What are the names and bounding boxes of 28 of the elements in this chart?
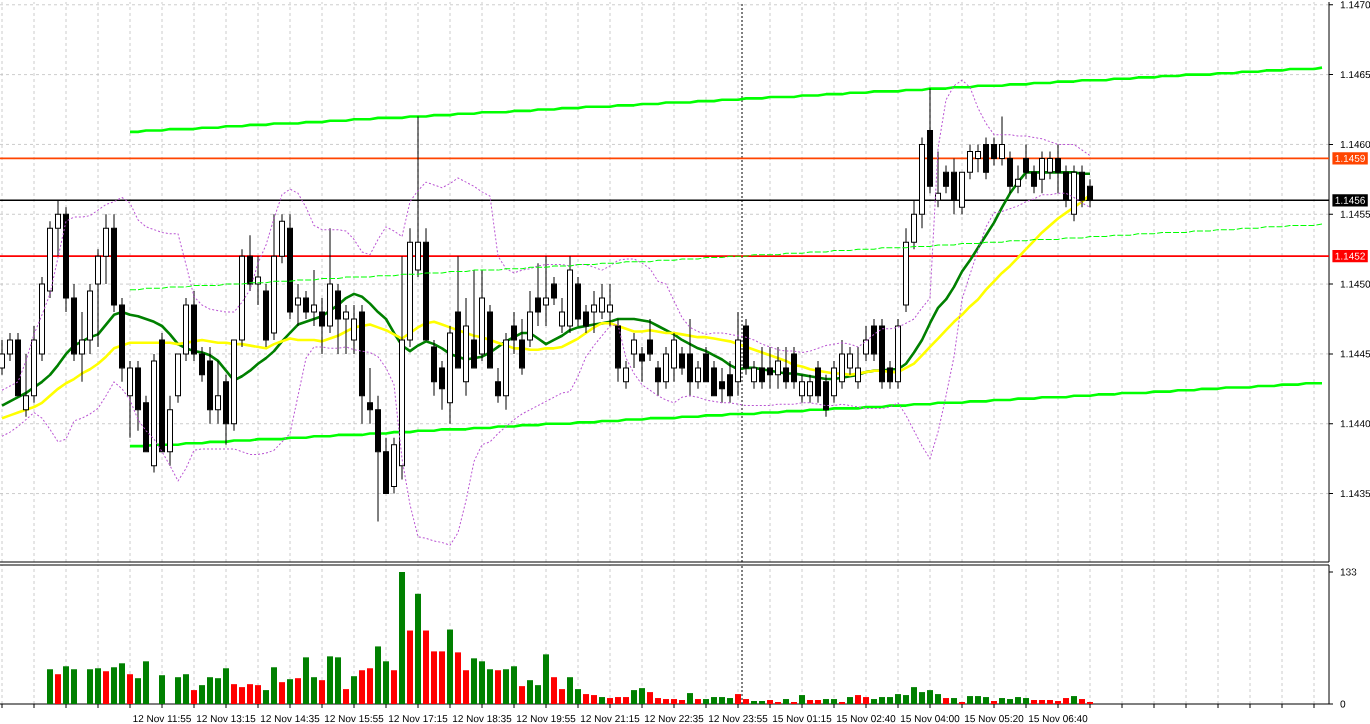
x-tick-label: 15 Nov 04:00: [901, 715, 960, 723]
x-tick-label: 15 Nov 02:40: [837, 715, 896, 723]
y-tick-label: 0: [1340, 700, 1346, 708]
y-tick-label: 1.1465: [1340, 71, 1370, 79]
x-tick-label: 12 Nov 14:35: [261, 715, 320, 723]
x-tick-label: 12 Nov 15:55: [325, 715, 384, 723]
x-tick-label: 12 Nov 23:55: [709, 715, 768, 723]
x-tick-label: 12 Nov 19:55: [517, 715, 576, 723]
x-tick-label: 12 Nov 11:55: [133, 715, 191, 723]
y-tick-label: 1.1435: [1340, 490, 1370, 498]
ref-line-label: 1.1456: [1335, 196, 1365, 204]
ref-line-label: 1.1452: [1335, 252, 1365, 260]
x-tick-label: 12 Nov 17:15: [389, 715, 448, 723]
y-tick-label: 1.1440: [1340, 420, 1370, 428]
x-tick-label: 15 Nov 06:40: [1029, 715, 1088, 723]
x-tick-label: 12 Nov 18:35: [453, 715, 512, 723]
y-tick-label: 1.1450: [1340, 280, 1370, 288]
x-tick-label: 12 Nov 21:15: [581, 715, 640, 723]
x-tick-label: 15 Nov 01:15: [773, 715, 832, 723]
y-tick-label: 133: [1340, 568, 1357, 576]
x-tick-label: 12 Nov 13:15: [197, 715, 256, 723]
y-tick-label: 1.1455: [1340, 210, 1370, 218]
ref-line-label: 1.1459: [1335, 154, 1365, 162]
x-tick-label: 12 Nov 22:35: [645, 715, 704, 723]
y-tick-label: 1.1460: [1340, 140, 1370, 148]
y-tick-label: 1.1470: [1340, 1, 1370, 9]
x-tick-label: 15 Nov 05:20: [965, 715, 1024, 723]
y-tick-label: 1.1445: [1340, 350, 1370, 358]
